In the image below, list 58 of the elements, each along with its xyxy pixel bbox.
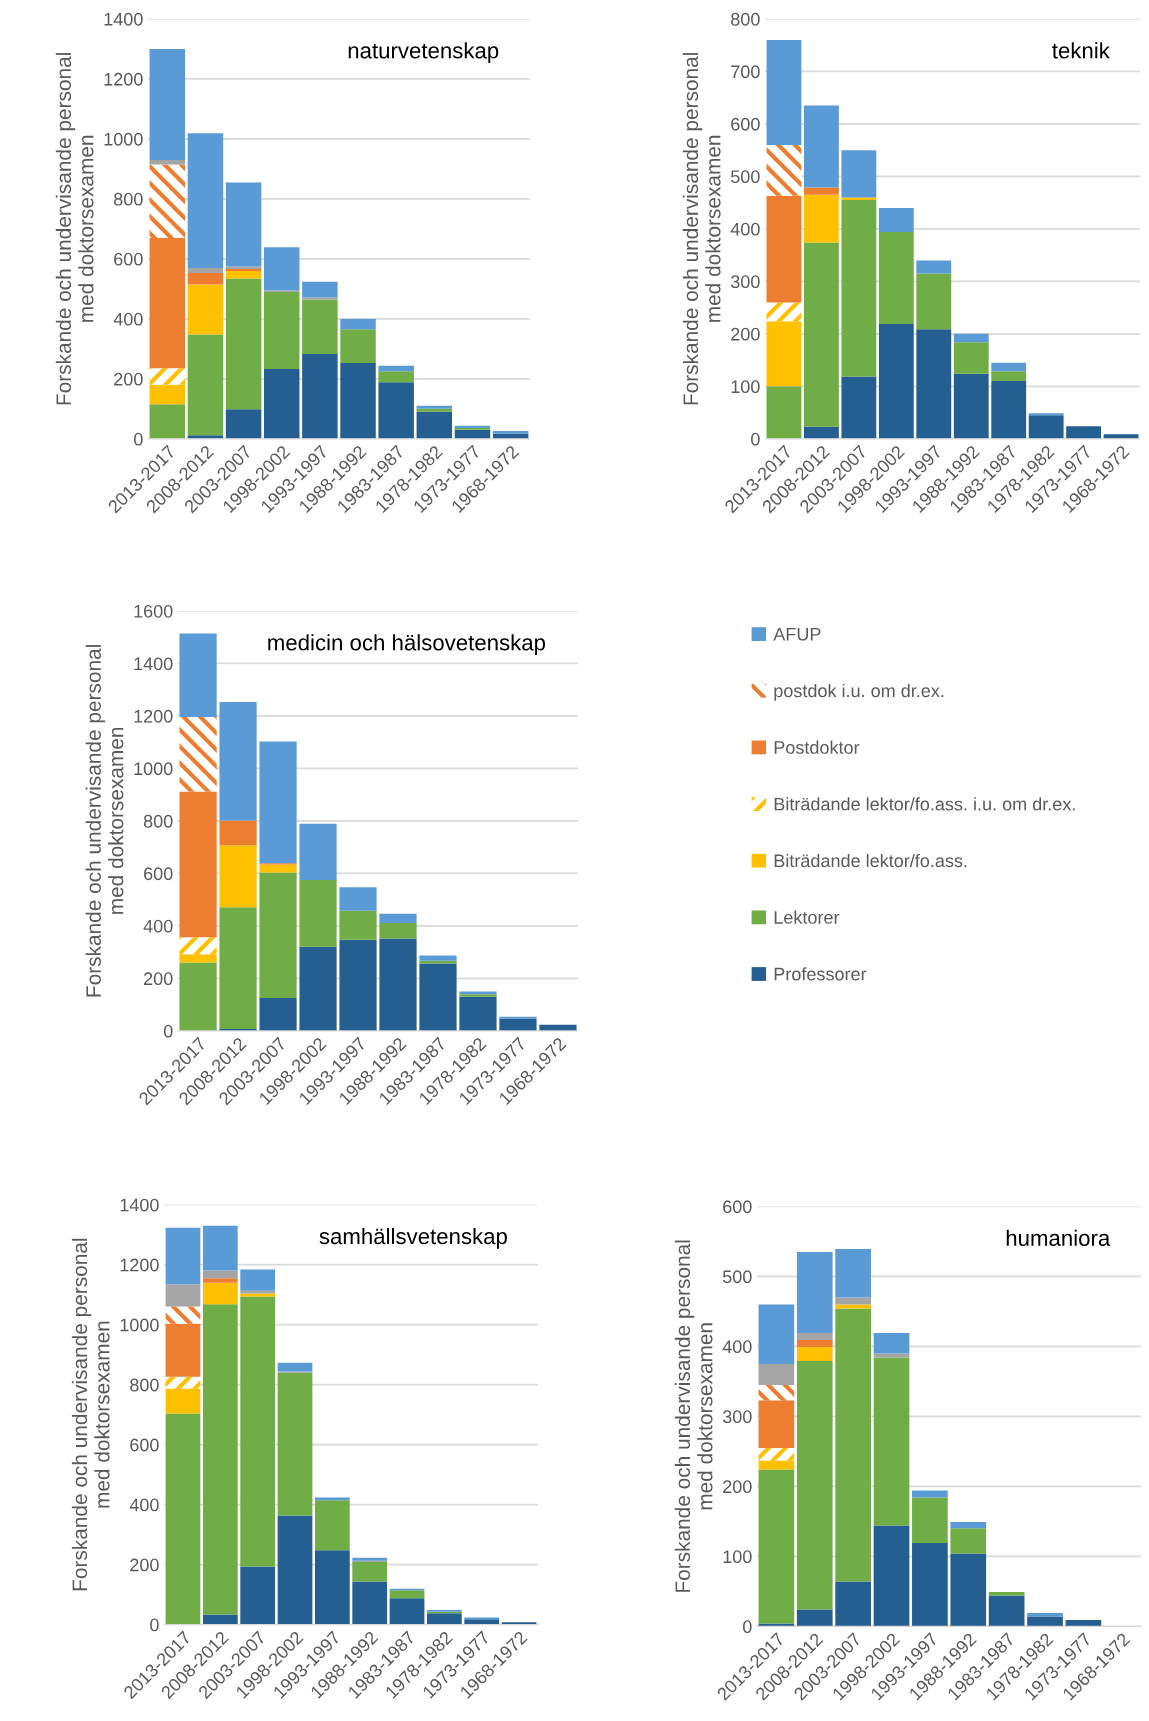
text: humaniora <box>1006 1229 1111 1246</box>
y-tick-label: 700 <box>731 65 760 79</box>
text: samhällsvetenskap <box>319 1227 507 1249</box>
y-tick-label: 600 <box>114 252 143 266</box>
y-tick-label: 100 <box>731 380 760 394</box>
y-tick-label: 100 <box>723 1550 752 1564</box>
y-tick-label: 200 <box>723 1480 752 1494</box>
text: medicin och hälsovetenskap <box>268 634 546 655</box>
y-tick-label: 1200 <box>134 709 173 723</box>
y-axis-title: Forskande och undervisande personal med doktorsexamen <box>85 645 124 997</box>
legend-label: Biträdande lektor/fo.ass. i.u. om dr.ex. <box>774 797 1075 811</box>
y-tick-label: 1200 <box>104 72 143 86</box>
y-tick-label: 0 <box>742 1620 752 1634</box>
y-tick-label: 0 <box>751 432 760 446</box>
legend-label: postdok i.u. om dr.ex. <box>774 683 944 701</box>
legend-label: Postdoktor <box>774 740 860 754</box>
y-tick-label: 1400 <box>104 12 143 26</box>
y-tick-label: 200 <box>114 372 143 386</box>
y-tick-label: 600 <box>130 1438 159 1452</box>
y-tick-label: 400 <box>143 919 173 933</box>
legend-label: AFUP <box>773 627 821 641</box>
y-tick-label: 1400 <box>120 1198 159 1212</box>
y-tick-label: 1200 <box>120 1258 159 1272</box>
y-tick-label: 300 <box>730 275 760 289</box>
y-tick-label: 600 <box>731 117 760 131</box>
y-tick-label: 1000 <box>120 1318 159 1332</box>
y-tick-label: 200 <box>130 1558 159 1572</box>
y-tick-label: 1000 <box>134 762 173 776</box>
y-tick-label: 800 <box>114 192 143 206</box>
y-axis-title: Forskande och undervisande personal med doktorsexamen <box>674 1240 713 1592</box>
legend-label: Professorer <box>774 967 867 981</box>
y-tick-label: 500 <box>730 170 760 184</box>
y-tick-label: 300 <box>722 1410 752 1424</box>
text: naturvetenskap <box>348 42 499 63</box>
text: teknik <box>1052 42 1110 59</box>
y-tick-label: 200 <box>731 327 760 341</box>
legend-label: Lektorer <box>774 910 840 924</box>
y-tick-label: 600 <box>723 1200 752 1214</box>
y-tick-label: 800 <box>130 1378 159 1392</box>
y-tick-label: 400 <box>113 312 143 326</box>
y-tick-label: 800 <box>731 12 760 26</box>
y-tick-label: 1600 <box>134 604 173 618</box>
y-tick-label: 600 <box>144 867 173 881</box>
legend-label: Biträdande lektor/fo.ass. <box>774 853 967 868</box>
y-tick-label: 0 <box>134 432 143 446</box>
y-tick-label: 0 <box>150 1618 159 1632</box>
y-tick-label: 400 <box>722 1340 752 1354</box>
y-tick-label: 200 <box>144 972 173 986</box>
y-tick-label: 1400 <box>134 657 173 671</box>
y-axis-title: Forskande och undervisande personal med doktorsexamen <box>682 53 721 405</box>
y-tick-label: 400 <box>730 222 760 236</box>
y-tick-label: 400 <box>129 1498 159 1512</box>
y-tick-label: 0 <box>163 1024 173 1038</box>
y-axis-title: Forskande och undervisande personal med doktorsexamen <box>55 53 94 405</box>
y-tick-label: 1000 <box>104 132 143 146</box>
y-tick-label: 500 <box>722 1270 752 1284</box>
y-axis-title: Forskande och undervisande personal med doktorsexamen <box>71 1238 110 1591</box>
y-tick-label: 800 <box>143 814 173 828</box>
